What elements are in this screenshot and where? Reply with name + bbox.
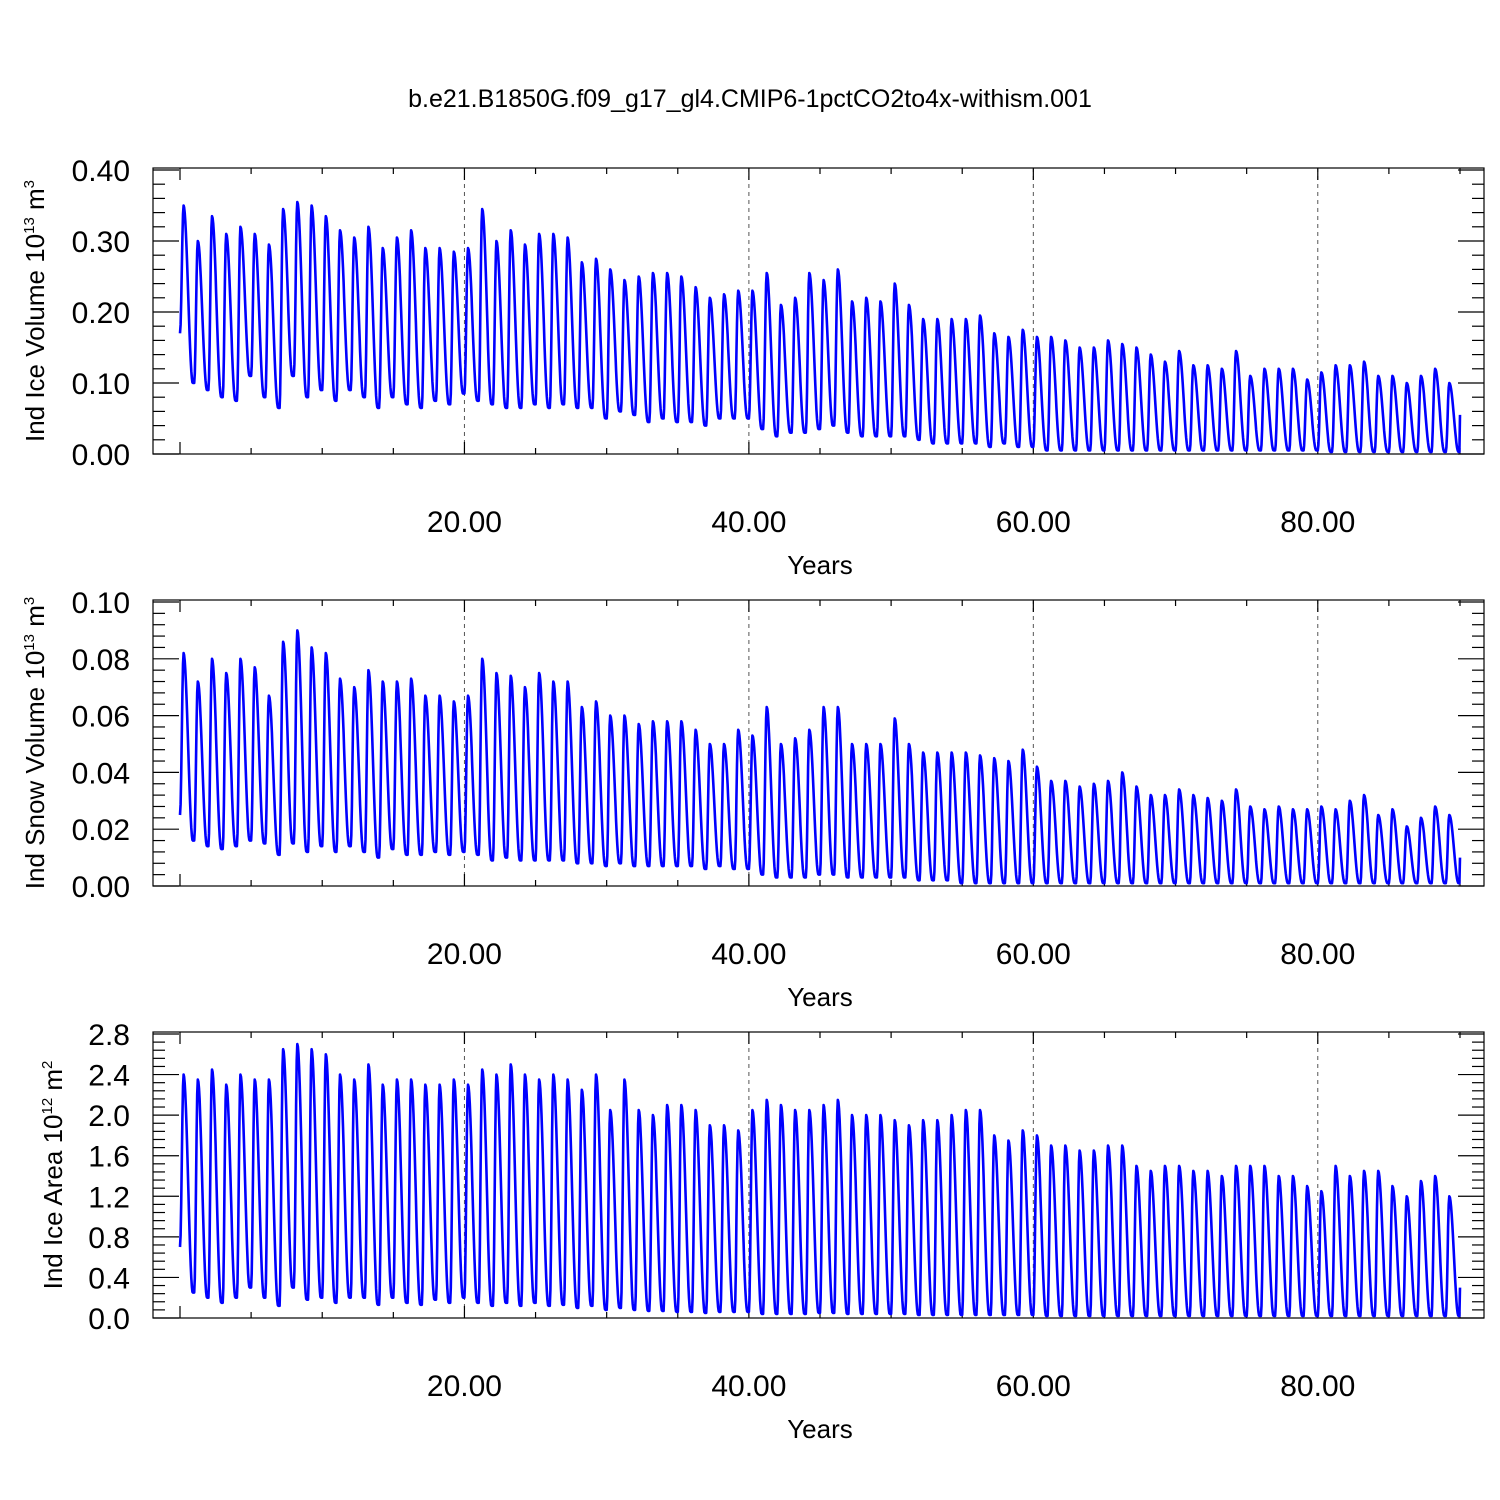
y-tick-label: 0.06 [72,701,130,734]
x-tick-label: 40.00 [711,506,786,539]
y-axis-label: Ind Ice Area 1012 m2 [38,1061,68,1290]
x-tick-label: 80.00 [1280,506,1355,539]
y-tick-label: 1.2 [88,1181,130,1214]
y-tick-label: 0.00 [72,871,130,904]
plot-frame [152,1031,1485,1319]
y-tick-label: 0.10 [72,587,130,620]
series-line [178,200,1462,454]
panels: 20.00 40.00 60.00 80.00 Years 0.00 0.10 0.20 0.3… [20,155,1485,1444]
x-tick-label: 60.00 [996,506,1071,539]
plot-frame [152,599,1485,887]
y-axis-label: Ind Ice Volume 1013 m3 [20,180,50,442]
x-tick-label: 80.00 [1280,1370,1355,1403]
y-tick-label: 0.08 [72,644,130,677]
x-tick-label: 20.00 [427,1370,502,1403]
y-tick-label: 0.0 [88,1303,130,1336]
x-tick-label: 60.00 [996,1370,1071,1403]
y-tick-label: 0.04 [72,757,130,790]
y-tick-label: 2.4 [88,1060,130,1093]
y-tick-label: 0.00 [72,439,130,472]
y-tick-label: 1.6 [88,1141,130,1174]
y-tick-label: 0.02 [72,814,130,847]
plot-frame [152,167,1485,455]
x-axis-label: Years [787,982,853,1012]
x-tick-label: 20.00 [427,506,502,539]
panel-1: 20.00 40.00 60.00 80.00 Years 0.00 0.10 0.20 0.3… [20,155,1485,580]
y-tick-label: 0.40 [72,155,130,188]
series-line [178,629,1462,885]
x-tick-label: 80.00 [1280,938,1355,971]
y-tick-label: 2.0 [88,1100,130,1133]
y-tick-label: 0.20 [72,297,130,330]
y-tick-label: 0.30 [72,226,130,259]
panel-3: 20.00 40.00 60.00 80.00 Years 0.0 0.4 0.8 1.2 1.6… [38,1019,1485,1444]
x-axis-label: Years [787,550,853,580]
figure-title: b.e21.B1850G.f09_g17_gl4.CMIP6-1pctCO2to… [408,85,1092,113]
x-tick-label: 60.00 [996,938,1071,971]
y-tick-label: 0.10 [72,368,130,401]
series-line [178,1042,1462,1318]
x-tick-label: 20.00 [427,938,502,971]
x-tick-label: 40.00 [711,938,786,971]
y-tick-label: 0.8 [88,1222,130,1255]
x-tick-label: 40.00 [711,1370,786,1403]
y-axis-label: Ind Snow Volume 1013 m3 [20,597,50,889]
y-tick-label: 2.8 [88,1019,130,1052]
panel-2: 20.00 40.00 60.00 80.00 Years 0.00 0.02 0.04 0.0… [20,587,1485,1012]
y-tick-label: 0.4 [88,1262,130,1295]
x-axis-label: Years [787,1414,853,1444]
